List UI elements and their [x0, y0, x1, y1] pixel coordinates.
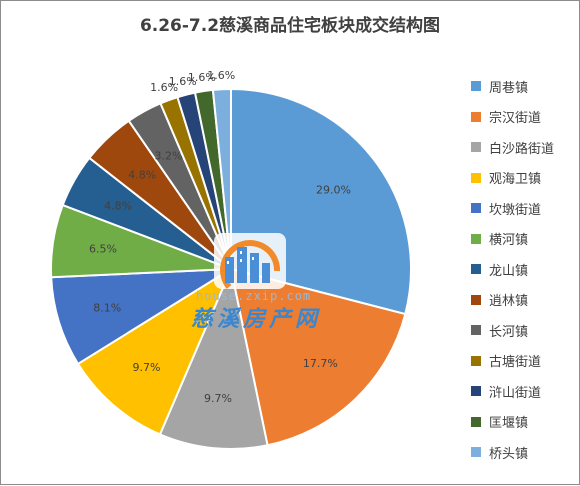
- data-label-白沙路街道: 9.7%: [204, 392, 232, 405]
- data-label-古塘街道: 1.6%: [150, 81, 178, 94]
- legend-swatch: [471, 233, 481, 244]
- data-label-观海卫镇: 9.7%: [132, 361, 160, 374]
- legend-swatch: [471, 81, 481, 92]
- legend-item: 坎墩街道: [471, 193, 554, 224]
- data-label-横河镇: 6.5%: [89, 243, 117, 256]
- legend-item: 龙山镇: [471, 254, 554, 285]
- legend-label: 周巷镇: [489, 80, 529, 96]
- watermark-logo-icon: [214, 233, 286, 289]
- legend-swatch: [471, 294, 481, 305]
- data-label-浒山街道: 1.6%: [169, 75, 197, 88]
- legend-label: 浒山街道: [489, 385, 542, 401]
- watermark-text: 慈溪房产网: [191, 306, 322, 332]
- data-label-逍林镇: 4.8%: [128, 169, 156, 182]
- legend-item: 横河镇: [471, 224, 554, 255]
- legend-swatch: [471, 416, 481, 427]
- legend: 周巷镇宗汉街道白沙路街道观海卫镇坎墩街道横河镇龙山镇逍林镇长河镇古塘街道浒山街道…: [471, 71, 554, 468]
- data-label-匡堰镇: 1.6%: [188, 71, 216, 84]
- legend-item: 桥头镇: [471, 437, 554, 468]
- data-label-桥头镇: 1.6%: [207, 69, 235, 82]
- legend-item: 观海卫镇: [471, 163, 554, 194]
- data-label-宗汉街道: 17.7%: [303, 357, 338, 370]
- pie-slice-白沙路街道: [158, 265, 269, 450]
- pie-slice-坎墩街道: [50, 267, 235, 366]
- legend-swatch: [471, 386, 481, 397]
- legend-swatch: [471, 264, 481, 275]
- legend-label: 龙山镇: [489, 263, 529, 279]
- legend-swatch: [471, 203, 481, 214]
- data-label-长河镇: 3.2%: [155, 149, 183, 162]
- legend-swatch: [471, 142, 481, 153]
- legend-label: 观海卫镇: [489, 172, 542, 188]
- legend-item: 逍林镇: [471, 285, 554, 316]
- legend-label: 匡堰镇: [489, 416, 529, 432]
- legend-item: 古塘街道: [471, 346, 554, 377]
- legend-label: 逍林镇: [489, 294, 529, 310]
- chart-title: 6.26-7.2慈溪商品住宅板块成交结构图: [139, 16, 441, 36]
- watermark-url: house.zxip.com: [196, 289, 312, 303]
- legend-item: 白沙路街道: [471, 132, 554, 163]
- legend-label: 宗汉街道: [489, 111, 542, 127]
- pie-slice-宗汉街道: [229, 267, 407, 447]
- legend-label: 桥头镇: [489, 446, 529, 462]
- legend-swatch: [471, 111, 481, 122]
- legend-swatch: [471, 325, 481, 336]
- legend-label: 横河镇: [489, 233, 529, 249]
- pie-slice-观海卫镇: [76, 266, 234, 436]
- legend-item: 长河镇: [471, 315, 554, 346]
- legend-label: 白沙路街道: [489, 141, 555, 157]
- legend-item: 宗汉街道: [471, 102, 554, 133]
- data-label-周巷镇: 29.0%: [316, 184, 351, 197]
- legend-item: 浒山街道: [471, 376, 554, 407]
- legend-swatch: [471, 172, 481, 183]
- legend-swatch: [471, 355, 481, 366]
- legend-label: 古塘街道: [489, 355, 542, 371]
- pie-slice-桥头镇: [211, 87, 232, 270]
- legend-label: 坎墩街道: [489, 202, 542, 218]
- legend-item: 匡堰镇: [471, 407, 554, 438]
- data-label-坎墩街道: 8.1%: [93, 301, 121, 314]
- legend-label: 长河镇: [489, 324, 529, 340]
- data-label-龙山镇: 4.8%: [104, 199, 132, 212]
- legend-swatch: [471, 447, 481, 458]
- legend-item: 周巷镇: [471, 71, 554, 102]
